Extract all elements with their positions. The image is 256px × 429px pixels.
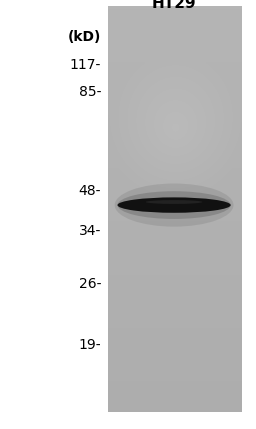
Ellipse shape <box>118 197 231 213</box>
Text: 19-: 19- <box>79 338 101 352</box>
Text: (kD): (kD) <box>68 30 101 44</box>
Ellipse shape <box>115 184 233 227</box>
Text: 48-: 48- <box>79 184 101 198</box>
Ellipse shape <box>118 191 231 219</box>
Text: 117-: 117- <box>70 58 101 72</box>
Ellipse shape <box>146 200 202 204</box>
Text: 34-: 34- <box>79 224 101 239</box>
Text: 85-: 85- <box>79 85 101 99</box>
Text: 26-: 26- <box>79 277 101 291</box>
FancyBboxPatch shape <box>108 6 241 412</box>
Text: HT29: HT29 <box>152 0 196 11</box>
